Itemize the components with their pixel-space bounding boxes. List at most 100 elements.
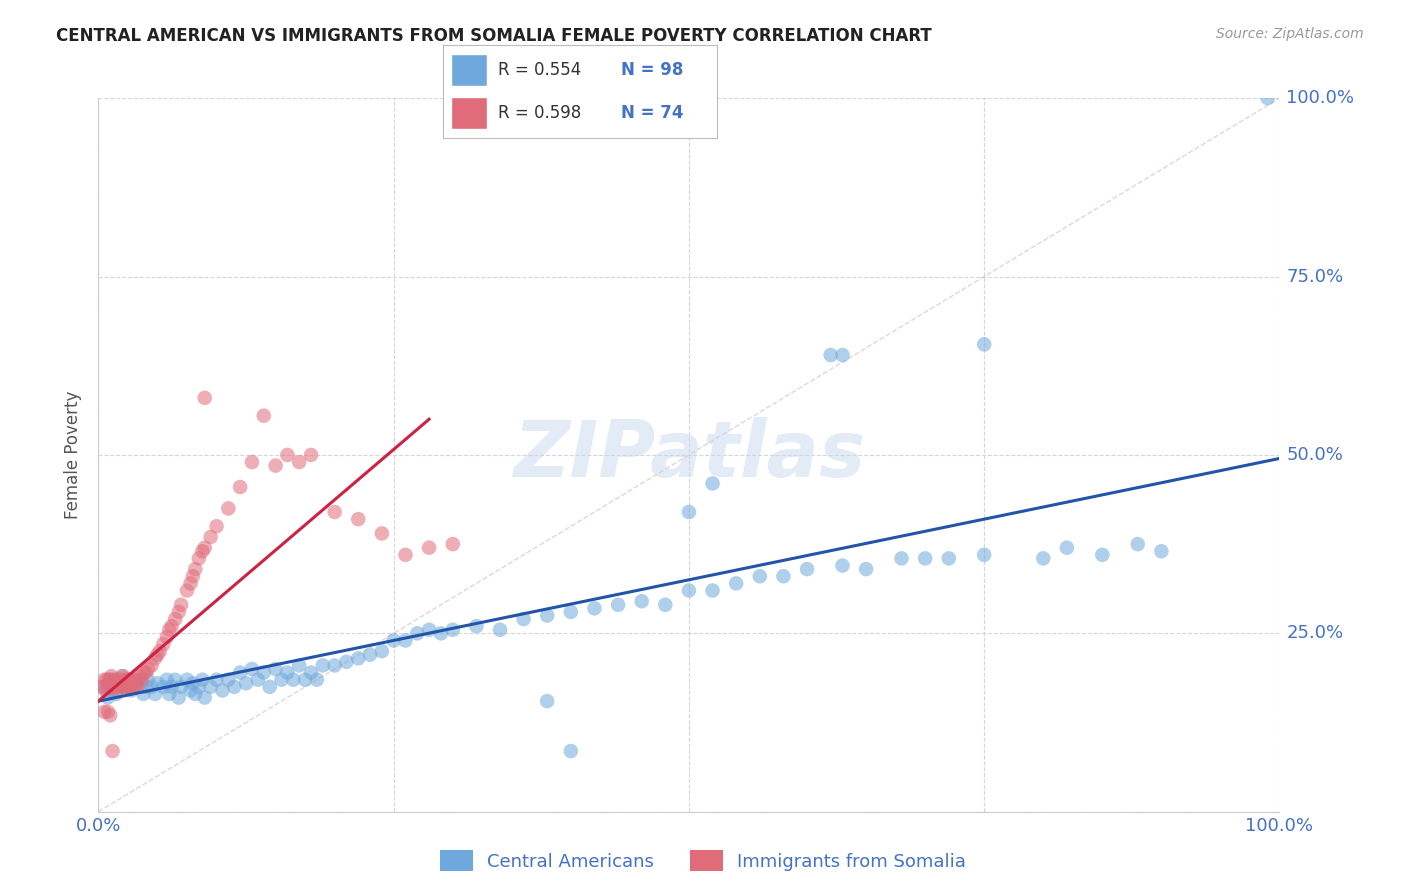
FancyBboxPatch shape <box>451 54 486 86</box>
Point <box>180 683 202 698</box>
Point <box>143 651 166 665</box>
Point <box>184 562 207 576</box>
Point <box>560 605 582 619</box>
Point <box>121 676 143 690</box>
Point <box>276 665 298 680</box>
Point <box>128 669 150 683</box>
Point <box>105 687 128 701</box>
Point <box>128 673 150 687</box>
Point <box>121 683 143 698</box>
Point <box>194 391 217 405</box>
Point <box>205 673 228 687</box>
Point <box>294 673 316 687</box>
Point <box>110 673 132 687</box>
Point <box>583 601 606 615</box>
Point <box>135 665 157 680</box>
Point <box>176 673 198 687</box>
Text: 50.0%: 50.0% <box>1286 446 1343 464</box>
Point <box>323 658 346 673</box>
Point <box>180 576 202 591</box>
Point <box>165 612 187 626</box>
Point <box>108 676 131 690</box>
Point <box>890 551 912 566</box>
Text: R = 0.598: R = 0.598 <box>498 104 581 122</box>
Point <box>105 673 128 687</box>
Point <box>371 644 394 658</box>
Point <box>973 548 995 562</box>
Point <box>160 680 183 694</box>
Text: R = 0.554: R = 0.554 <box>498 61 581 78</box>
Point <box>184 687 207 701</box>
Point <box>115 680 138 694</box>
Point <box>146 676 169 690</box>
Point <box>101 744 124 758</box>
Point <box>101 680 124 694</box>
Point <box>111 676 134 690</box>
Point <box>149 644 172 658</box>
Point <box>382 633 405 648</box>
Point <box>323 505 346 519</box>
Point <box>157 623 180 637</box>
Point <box>98 673 121 687</box>
Point <box>465 619 488 633</box>
Point <box>418 623 440 637</box>
Text: Source: ZipAtlas.com: Source: ZipAtlas.com <box>1216 27 1364 41</box>
Point <box>93 673 115 687</box>
Point <box>229 665 252 680</box>
Point <box>136 673 159 687</box>
Legend: Central Americans, Immigrants from Somalia: Central Americans, Immigrants from Somal… <box>433 843 973 879</box>
Point <box>111 669 134 683</box>
Point <box>170 680 193 694</box>
Point <box>167 605 190 619</box>
Point <box>97 680 120 694</box>
Point <box>217 501 239 516</box>
Point <box>132 687 155 701</box>
Point <box>240 455 263 469</box>
Point <box>831 348 853 362</box>
Point <box>235 676 257 690</box>
Point <box>855 562 877 576</box>
Point <box>170 598 193 612</box>
Point <box>1032 551 1054 566</box>
Y-axis label: Female Poverty: Female Poverty <box>65 391 83 519</box>
Point <box>194 541 217 555</box>
Point <box>253 409 276 423</box>
Point <box>240 662 263 676</box>
Point <box>135 680 157 694</box>
Point <box>335 655 357 669</box>
Point <box>264 662 287 676</box>
Point <box>489 623 512 637</box>
Point <box>607 598 630 612</box>
Point <box>200 530 222 544</box>
Point <box>181 569 204 583</box>
Point <box>131 673 153 687</box>
Text: 75.0%: 75.0% <box>1286 268 1344 285</box>
Point <box>96 673 118 687</box>
Text: 100.0%: 100.0% <box>1286 89 1354 107</box>
Point <box>167 690 190 705</box>
Point <box>152 680 174 694</box>
Point <box>725 576 748 591</box>
Point <box>288 455 311 469</box>
Point <box>141 658 163 673</box>
Point <box>146 648 169 662</box>
Point <box>156 673 179 687</box>
Point <box>187 680 209 694</box>
Point <box>394 548 416 562</box>
Point <box>1056 541 1078 555</box>
Point <box>191 544 214 558</box>
Point <box>246 673 269 687</box>
Point <box>125 680 148 694</box>
Text: N = 74: N = 74 <box>621 104 683 122</box>
Point <box>702 583 724 598</box>
Point <box>1091 548 1114 562</box>
Point <box>112 680 135 694</box>
Point <box>430 626 453 640</box>
Point <box>93 680 115 694</box>
Point <box>187 551 209 566</box>
Text: ZIPatlas: ZIPatlas <box>513 417 865 493</box>
Point <box>347 512 370 526</box>
Point <box>772 569 794 583</box>
Point <box>125 673 148 687</box>
Point <box>536 694 558 708</box>
